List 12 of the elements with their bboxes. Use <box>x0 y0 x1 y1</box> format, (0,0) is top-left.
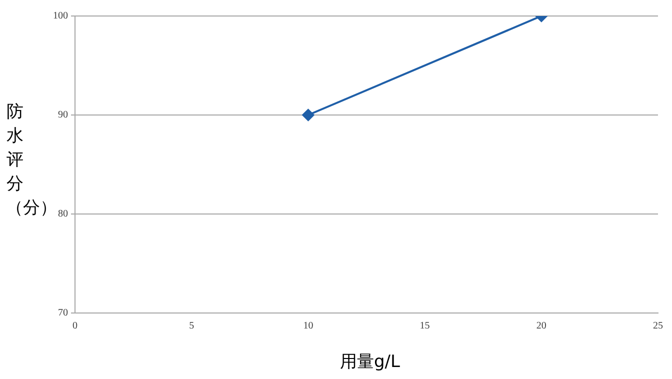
x-tick-label: 10 <box>303 320 314 332</box>
x-tick-label: 25 <box>653 320 663 332</box>
y-tick-label: 100 <box>53 10 68 22</box>
x-tick-label: 15 <box>420 320 430 332</box>
x-tick-label: 0 <box>72 320 78 332</box>
x-tick-label: 20 <box>536 320 546 332</box>
y-tick-label: 70 <box>58 308 68 319</box>
y-tick-label: 80 <box>58 208 68 220</box>
y-axis-title: 防水评分（分） <box>6 101 57 220</box>
x-tick-label: 5 <box>189 320 194 332</box>
y-tick-label: 90 <box>58 110 68 121</box>
x-axis-title: 用量g/L <box>339 351 401 373</box>
